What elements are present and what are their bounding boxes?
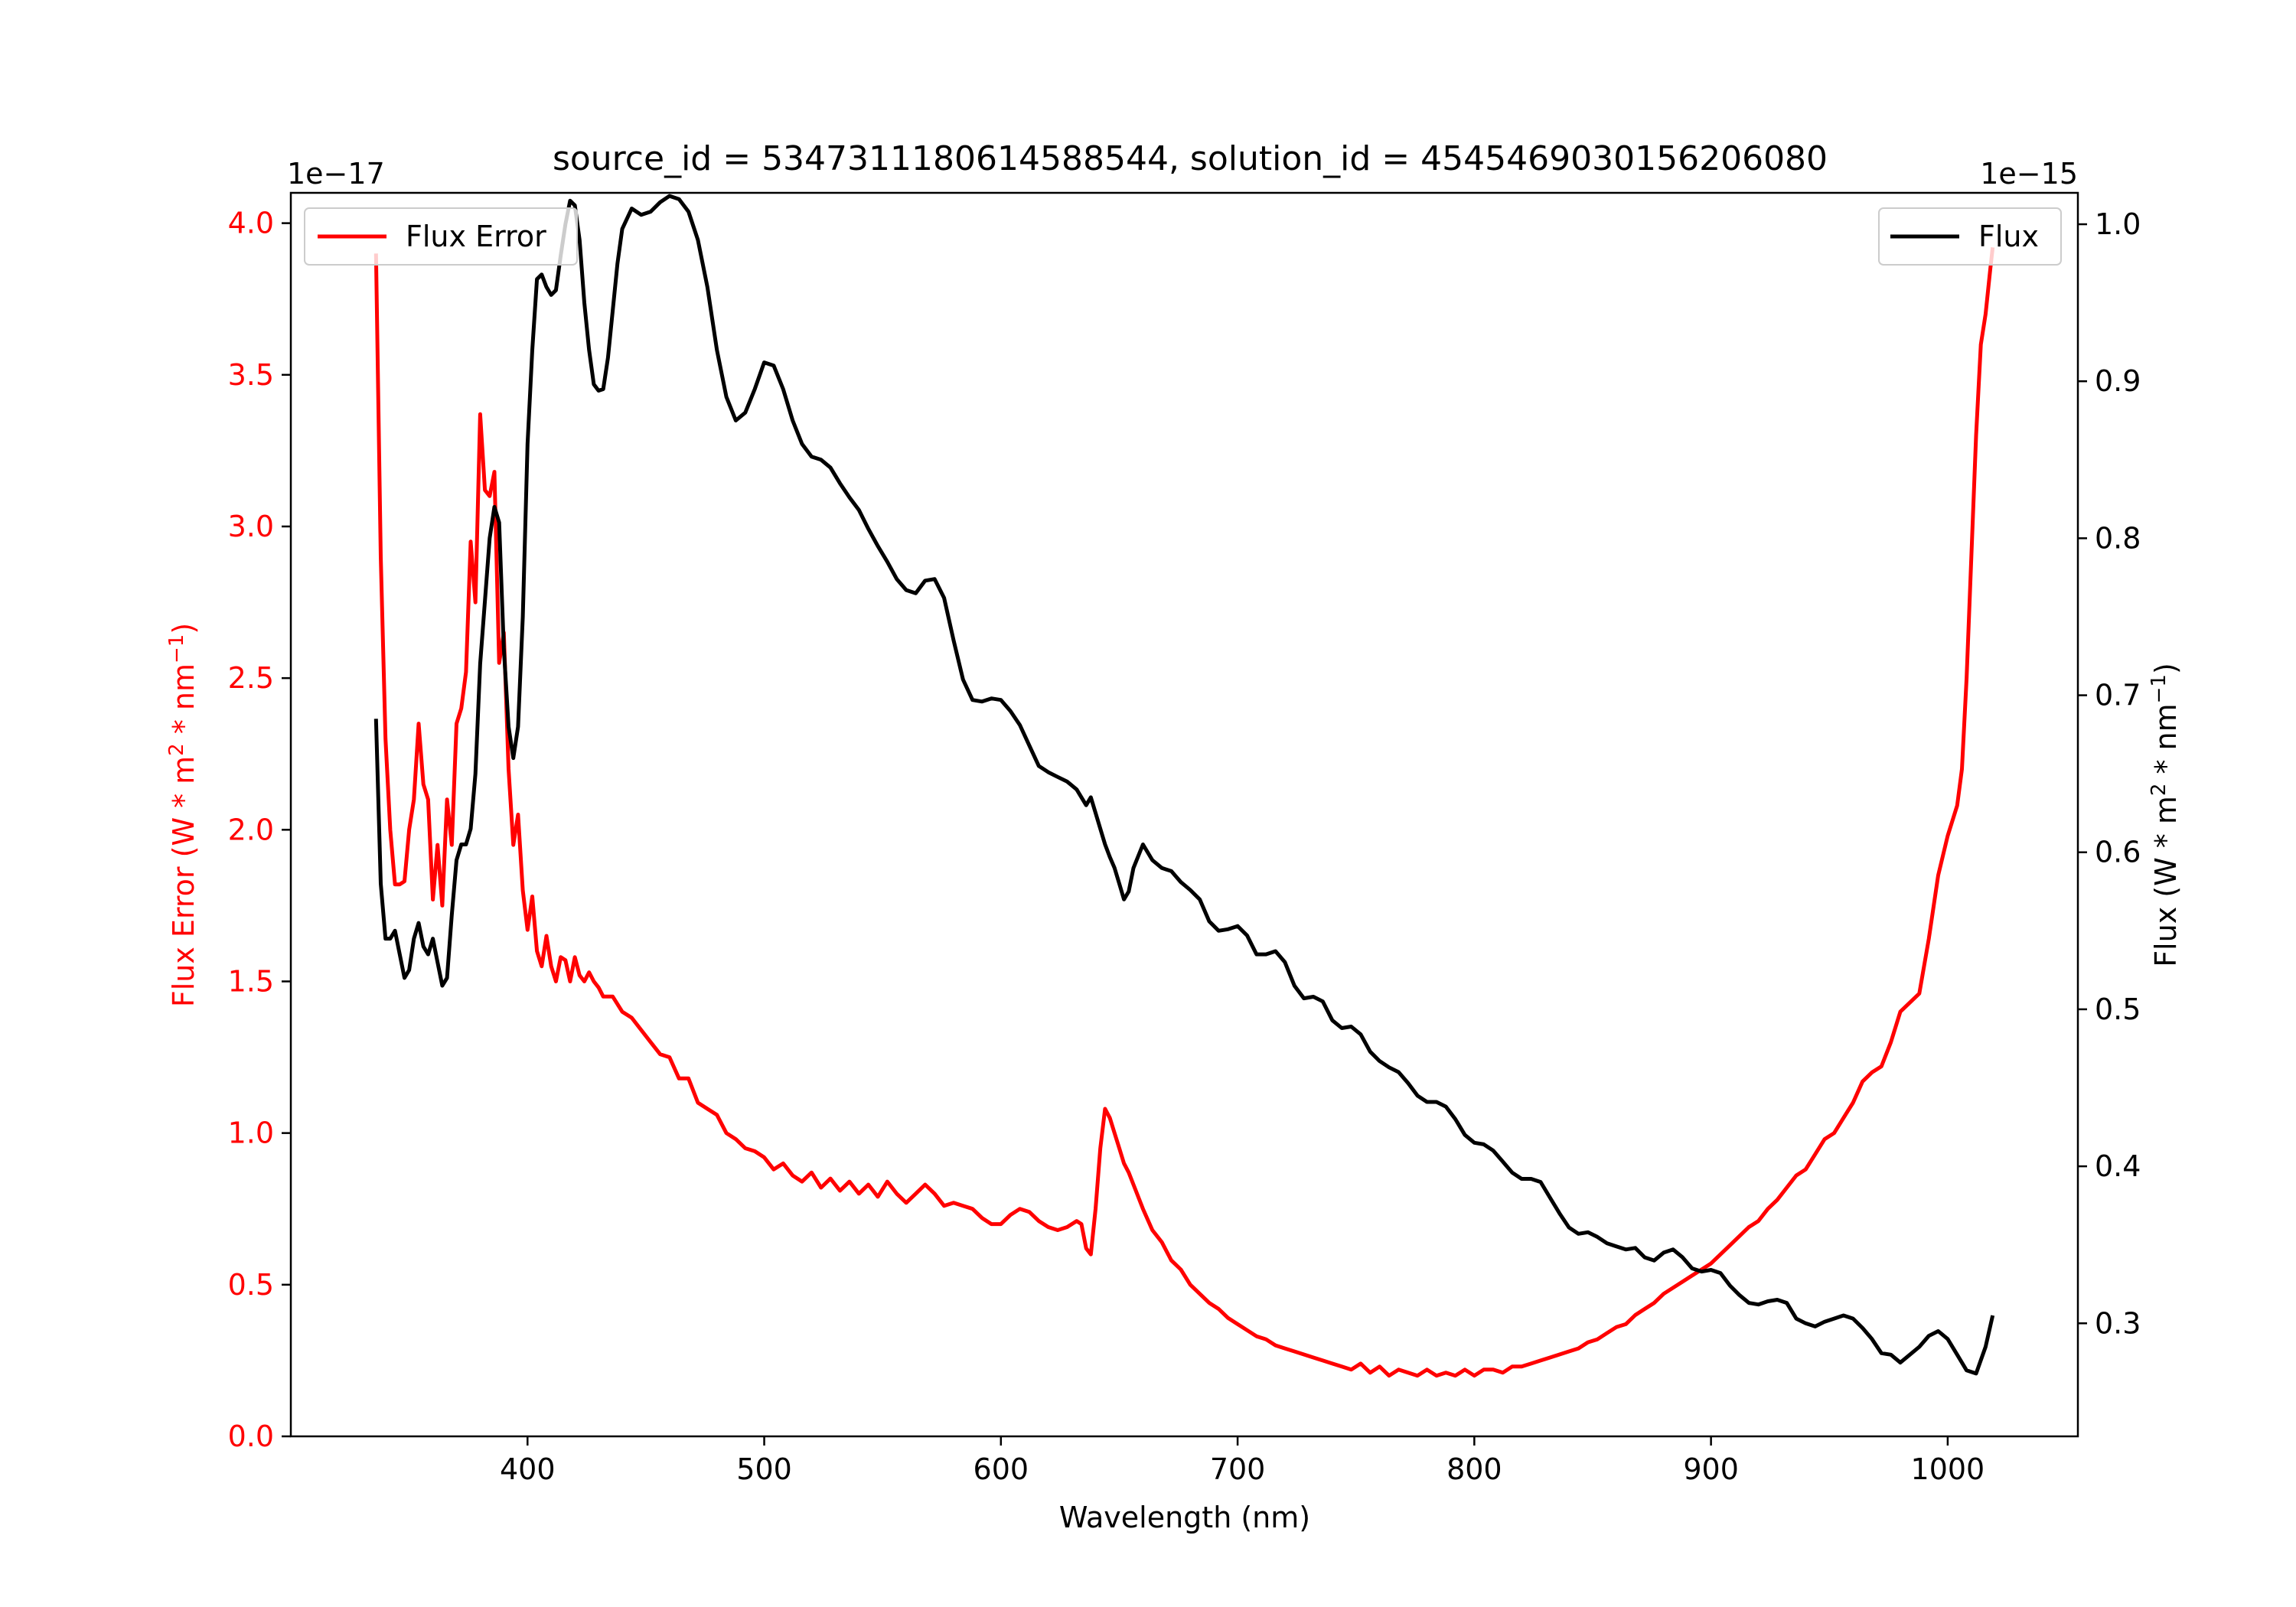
series-layer — [373, 194, 1995, 1378]
legend-flux: Flux — [1878, 207, 2062, 266]
legend-flux-box — [1878, 207, 2062, 266]
right-axis-label-mid: * nm — [2149, 703, 2183, 783]
left-axis-label-mid: * nm — [167, 663, 201, 743]
left-y-axis: 0.0 0.5 1.0 1.5 2.0 2.5 3.0 3.5 4.0 — [228, 207, 291, 1453]
legend-flux-error-label: Flux Error — [406, 220, 546, 253]
left-axis-label-base: Flux Error (W * m — [167, 756, 201, 1007]
right-axis-offset-text: 1e−15 — [1980, 157, 2078, 191]
x-tick-label: 500 — [736, 1452, 792, 1486]
x-tick-label: 900 — [1683, 1452, 1739, 1486]
x-axis: 400 500 600 700 800 900 1000 — [500, 1436, 1985, 1486]
left-axis-label-sup2: −1 — [165, 634, 188, 663]
right-y-tick-label: 0.3 — [2095, 1306, 2141, 1340]
left-y-tick-label: 0.0 — [228, 1420, 274, 1453]
right-y-tick-label: 0.8 — [2095, 521, 2141, 555]
x-tick-label: 800 — [1446, 1452, 1502, 1486]
x-tick-label: 600 — [974, 1452, 1029, 1486]
x-tick-label: 400 — [500, 1452, 556, 1486]
left-axis-label-end: ) — [167, 623, 201, 634]
right-axis-label-sup: 2 — [2148, 784, 2170, 797]
right-axis-label: Flux (W * m2 * nm−1) — [2148, 663, 2183, 967]
legend-flux-error: Flux Error — [304, 207, 578, 266]
x-tick-label: 1000 — [1911, 1452, 1985, 1486]
x-tick-label: 700 — [1210, 1452, 1266, 1486]
left-axis-offset-text: 1e−17 — [287, 157, 385, 191]
flux-line — [373, 194, 1995, 1376]
right-y-tick-label: 0.9 — [2095, 364, 2141, 398]
left-y-tick-label: 0.5 — [228, 1268, 274, 1302]
chart-title: source_id = 5347311180614588544, solutio… — [553, 139, 1828, 178]
right-y-tick-label: 0.7 — [2095, 679, 2141, 712]
left-y-tick-label: 3.5 — [228, 358, 274, 392]
right-y-tick-label: 0.6 — [2095, 836, 2141, 869]
x-axis-label: Wavelength (nm) — [1059, 1501, 1310, 1534]
legend-flux-error-box — [304, 207, 578, 266]
left-axis-label: Flux Error (W * m2 * nm−1) — [165, 623, 201, 1007]
left-y-tick-label: 4.0 — [228, 207, 274, 240]
left-y-tick-label: 2.0 — [228, 813, 274, 846]
plot-frame — [289, 191, 2079, 1438]
right-y-tick-label: 0.5 — [2095, 993, 2141, 1026]
left-y-tick-label: 1.0 — [228, 1116, 274, 1150]
right-y-tick-label: 1.0 — [2095, 207, 2141, 241]
right-y-tick-label: 0.4 — [2095, 1149, 2141, 1183]
legend-flux-label: Flux — [1978, 220, 2039, 253]
left-y-tick-label: 3.0 — [228, 510, 274, 543]
flux-error-line — [373, 247, 1995, 1378]
left-y-tick-label: 1.5 — [228, 964, 274, 998]
right-axis-label-sup2: −1 — [2148, 674, 2170, 703]
right-axis-label-end: ) — [2149, 663, 2183, 674]
left-y-tick-label: 2.5 — [228, 661, 274, 695]
right-axis-label-base: Flux (W * m — [2149, 796, 2183, 967]
left-axis-label-sup: 2 — [165, 743, 188, 756]
right-y-axis: 0.3 0.4 0.5 0.6 0.7 0.8 0.9 1.0 — [2078, 207, 2141, 1340]
